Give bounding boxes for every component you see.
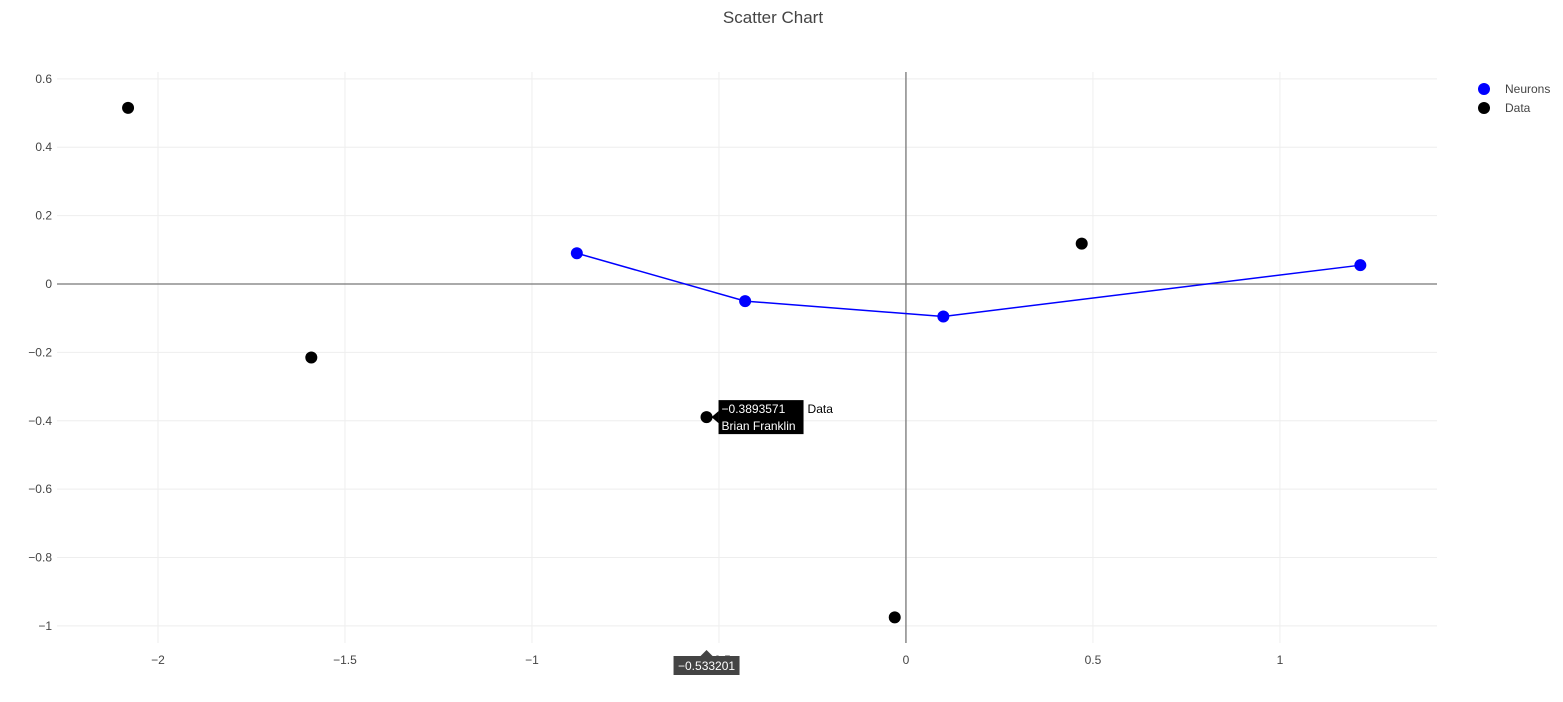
- hover-arrow: [711, 411, 719, 424]
- x-tick-label: 0.5: [1085, 653, 1102, 667]
- data-point[interactable]: [305, 351, 318, 364]
- y-tick-label: −0.6: [28, 482, 52, 496]
- y-tick-label: −1: [38, 619, 52, 633]
- data-point[interactable]: [700, 411, 713, 424]
- x-tick-label: 0: [903, 653, 910, 667]
- series-data: [122, 101, 1088, 624]
- y-axis-ticks: 0.6 0.4 0.2 0 −0.2 −0.4 −0.6 −0.8 −1: [28, 72, 52, 633]
- hover-y-value: −0.3893571: [722, 402, 786, 416]
- legend-marker-neurons[interactable]: [1478, 83, 1490, 95]
- x-tick-label: −2: [151, 653, 165, 667]
- y-tick-label: −0.4: [28, 414, 52, 428]
- neurons-point[interactable]: [739, 295, 752, 308]
- hover-series-name: Data: [808, 402, 834, 416]
- neurons-point[interactable]: [570, 247, 583, 260]
- y-tick-label: −0.8: [28, 551, 52, 565]
- y-tick-label: 0.6: [35, 72, 52, 86]
- legend-marker-data[interactable]: [1478, 102, 1490, 114]
- chart-title: Scatter Chart: [723, 8, 823, 27]
- hover-x-arrow: [700, 650, 713, 656]
- data-point[interactable]: [122, 101, 135, 114]
- y-tick-label: 0.4: [35, 140, 52, 154]
- x-tick-label: −1: [525, 653, 539, 667]
- data-point[interactable]: [888, 611, 901, 624]
- series-neurons: [570, 247, 1367, 323]
- hover-x-box: [673, 656, 740, 675]
- legend[interactable]: Neurons Data: [1478, 82, 1550, 115]
- y-tick-label: 0: [45, 277, 52, 291]
- data-point[interactable]: [1075, 237, 1088, 250]
- y-tick-label: −0.2: [28, 345, 52, 359]
- neurons-line: [576, 252, 1361, 318]
- hover-box: [718, 400, 804, 435]
- x-tick-label: 1: [1277, 653, 1284, 667]
- neurons-point[interactable]: [1354, 259, 1367, 272]
- hover-tooltip: −0.3893571 Brian Franklin Data −0.533201: [673, 400, 834, 675]
- hover-x-value: −0.533201: [678, 659, 735, 673]
- neurons-point[interactable]: [937, 310, 950, 323]
- x-tick-label: −1.5: [333, 653, 357, 667]
- hover-point-label: Brian Franklin: [722, 419, 796, 433]
- plot-series: [122, 101, 1367, 624]
- legend-label-neurons[interactable]: Neurons: [1505, 82, 1550, 96]
- y-tick-label: 0.2: [35, 209, 52, 223]
- grid: [57, 72, 1437, 643]
- legend-label-data[interactable]: Data: [1505, 101, 1531, 115]
